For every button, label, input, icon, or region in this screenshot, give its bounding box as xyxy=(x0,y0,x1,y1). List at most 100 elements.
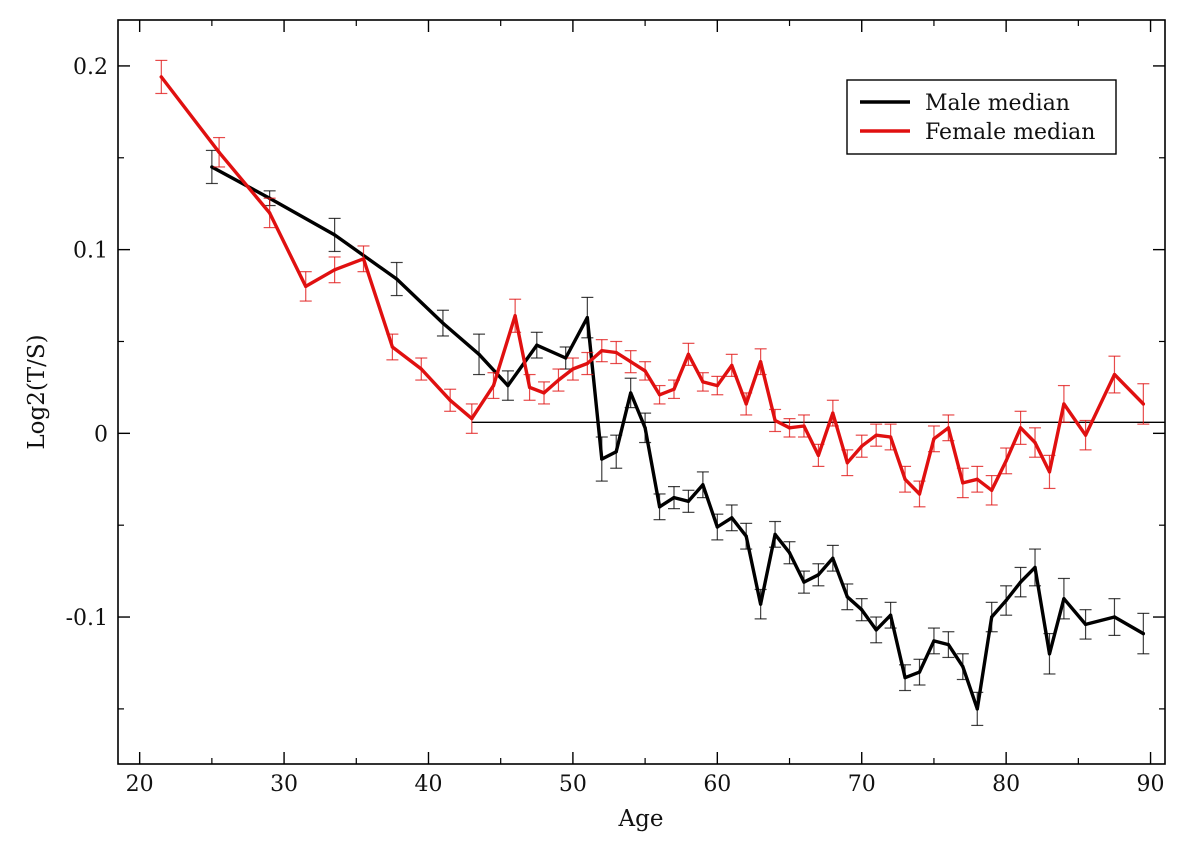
data-point xyxy=(1033,440,1037,445)
data-point xyxy=(975,707,979,711)
legend-label-female-median: Female median xyxy=(925,120,1095,145)
data-point xyxy=(759,360,763,364)
data-point xyxy=(361,257,366,261)
data-point xyxy=(657,505,662,509)
data-point xyxy=(390,345,394,349)
data-point xyxy=(1018,426,1023,430)
data-point xyxy=(701,483,705,487)
x-tick-label: 20 xyxy=(126,772,154,797)
data-point xyxy=(975,477,979,481)
series-male-median xyxy=(205,149,1150,727)
x-axis-ticks: 20 30 40 50 60 70 80 90 xyxy=(126,20,1165,797)
y-axis-label: Log2(T/S) xyxy=(24,334,50,449)
data-point xyxy=(889,435,893,439)
data-point xyxy=(917,492,922,496)
data-point xyxy=(715,383,719,388)
error-bars-male-median xyxy=(205,149,1150,727)
data-point xyxy=(672,496,676,500)
data-point xyxy=(686,352,691,356)
data-point xyxy=(1062,402,1066,406)
data-point xyxy=(1083,622,1088,626)
data-point xyxy=(874,433,878,437)
data-point xyxy=(600,457,604,461)
data-point xyxy=(1083,433,1088,437)
x-tick-label: 50 xyxy=(559,772,587,797)
data-point xyxy=(802,580,806,584)
data-point xyxy=(1004,459,1008,463)
data-point xyxy=(946,426,950,430)
data-point xyxy=(441,321,445,325)
x-tick-label: 70 xyxy=(848,772,876,797)
data-point xyxy=(1062,597,1066,601)
data-point xyxy=(1047,470,1052,474)
data-point xyxy=(217,150,221,154)
data-point xyxy=(701,380,705,384)
data-point xyxy=(845,595,849,599)
data-point xyxy=(860,444,864,448)
data-point xyxy=(614,350,618,355)
data-point xyxy=(1141,402,1145,406)
legend: Male median Female median xyxy=(846,79,1117,155)
data-point xyxy=(1112,372,1117,377)
y-tick-label: -0.1 xyxy=(66,606,108,631)
y-tick-label: 0.2 xyxy=(73,55,108,80)
data-point xyxy=(802,424,806,428)
data-point xyxy=(816,453,821,457)
data-point xyxy=(542,391,546,395)
data-point xyxy=(657,393,662,397)
data-point xyxy=(448,398,452,402)
data-point xyxy=(491,383,496,388)
data-point xyxy=(874,628,878,632)
data-point xyxy=(1018,580,1023,584)
data-point xyxy=(730,516,734,520)
x-tick-label: 90 xyxy=(1137,772,1165,797)
data-point xyxy=(159,75,163,79)
data-point xyxy=(629,391,633,395)
data-point xyxy=(333,233,337,237)
data-point xyxy=(571,367,575,371)
data-point xyxy=(419,367,423,371)
data-point xyxy=(585,361,589,366)
data-point xyxy=(903,477,907,481)
data-point xyxy=(527,385,532,390)
data-point xyxy=(932,639,936,643)
data-point xyxy=(470,417,474,421)
series-female-median xyxy=(155,59,1150,508)
data-point xyxy=(816,573,821,577)
data-point xyxy=(564,356,568,360)
data-point xyxy=(585,316,589,320)
data-point xyxy=(506,383,510,388)
data-point xyxy=(1141,631,1145,636)
data-point xyxy=(903,676,907,680)
data-point xyxy=(946,642,950,647)
data-point xyxy=(643,369,647,373)
data-point xyxy=(932,437,936,441)
data-point xyxy=(513,314,517,318)
x-axis-label: Age xyxy=(618,806,664,832)
data-point xyxy=(304,284,308,288)
data-point xyxy=(629,360,633,364)
data-point xyxy=(990,488,994,492)
x-tick-label: 30 xyxy=(270,772,298,797)
data-point xyxy=(831,411,835,415)
data-point xyxy=(787,551,792,555)
legend-box xyxy=(846,79,1117,155)
data-point xyxy=(210,165,214,169)
plot-frame xyxy=(117,19,1166,765)
data-point xyxy=(715,525,719,529)
data-point xyxy=(333,268,337,272)
data-point xyxy=(889,613,893,617)
data-point xyxy=(990,615,994,619)
data-point xyxy=(477,352,481,356)
data-point xyxy=(773,418,777,423)
series-line-male-median xyxy=(210,165,1145,711)
data-point xyxy=(759,602,763,606)
data-point xyxy=(600,349,604,353)
x-tick-label: 40 xyxy=(414,772,442,797)
data-point xyxy=(535,343,539,347)
data-point xyxy=(556,378,561,382)
data-point xyxy=(831,556,835,560)
data-point xyxy=(614,450,618,454)
x-tick-label: 80 xyxy=(992,772,1020,797)
